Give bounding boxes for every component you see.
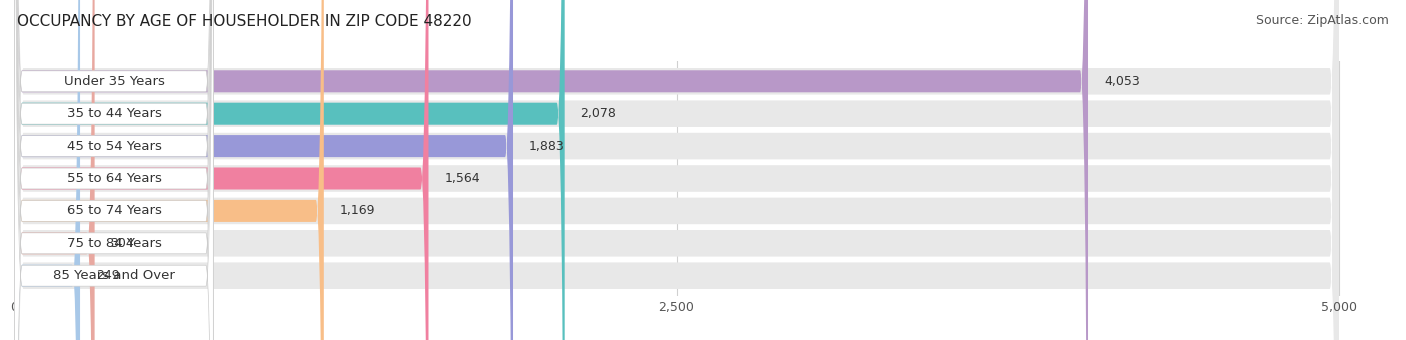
- FancyBboxPatch shape: [14, 0, 513, 340]
- FancyBboxPatch shape: [14, 0, 214, 340]
- Text: 1,883: 1,883: [529, 140, 565, 153]
- Text: 2,078: 2,078: [581, 107, 616, 120]
- FancyBboxPatch shape: [14, 0, 323, 340]
- FancyBboxPatch shape: [14, 0, 565, 340]
- Text: 1,564: 1,564: [444, 172, 479, 185]
- Text: 85 Years and Over: 85 Years and Over: [53, 269, 174, 282]
- Text: 55 to 64 Years: 55 to 64 Years: [66, 172, 162, 185]
- Text: OCCUPANCY BY AGE OF HOUSEHOLDER IN ZIP CODE 48220: OCCUPANCY BY AGE OF HOUSEHOLDER IN ZIP C…: [17, 14, 471, 29]
- FancyBboxPatch shape: [14, 0, 94, 340]
- FancyBboxPatch shape: [14, 0, 1339, 340]
- FancyBboxPatch shape: [14, 0, 1088, 340]
- FancyBboxPatch shape: [14, 0, 214, 340]
- Text: Under 35 Years: Under 35 Years: [63, 75, 165, 88]
- FancyBboxPatch shape: [14, 0, 1339, 340]
- FancyBboxPatch shape: [14, 0, 214, 340]
- FancyBboxPatch shape: [14, 0, 80, 340]
- Text: 65 to 74 Years: 65 to 74 Years: [66, 204, 162, 217]
- FancyBboxPatch shape: [14, 0, 1339, 340]
- FancyBboxPatch shape: [14, 0, 429, 340]
- Text: 75 to 84 Years: 75 to 84 Years: [66, 237, 162, 250]
- Text: 45 to 54 Years: 45 to 54 Years: [66, 140, 162, 153]
- Text: 1,169: 1,169: [340, 204, 375, 217]
- FancyBboxPatch shape: [14, 0, 214, 340]
- Text: Source: ZipAtlas.com: Source: ZipAtlas.com: [1256, 14, 1389, 27]
- FancyBboxPatch shape: [14, 0, 214, 340]
- FancyBboxPatch shape: [14, 0, 1339, 340]
- Text: 4,053: 4,053: [1104, 75, 1140, 88]
- FancyBboxPatch shape: [14, 0, 214, 340]
- Text: 249: 249: [96, 269, 120, 282]
- Text: 304: 304: [111, 237, 134, 250]
- FancyBboxPatch shape: [14, 0, 1339, 340]
- FancyBboxPatch shape: [14, 0, 1339, 340]
- FancyBboxPatch shape: [14, 0, 214, 340]
- FancyBboxPatch shape: [14, 0, 1339, 340]
- Text: 35 to 44 Years: 35 to 44 Years: [66, 107, 162, 120]
